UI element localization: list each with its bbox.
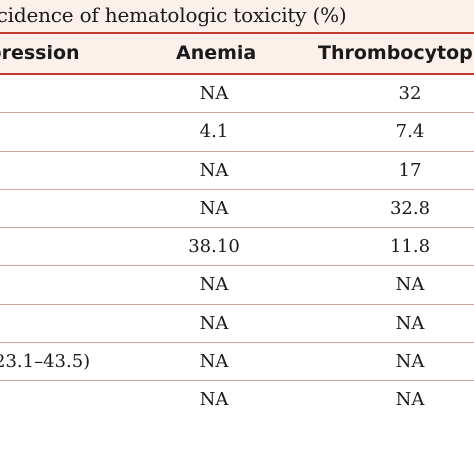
table-row: NA NA [0,305,474,344]
cell-anemia: NA [199,274,229,296]
header-suppression: pression [0,42,80,64]
table-header-row: pression Anemia Thrombocytop [0,34,474,75]
table-row: 23.1–43.5) NA NA [0,343,474,382]
header-anemia: Anemia [176,42,257,64]
cell-thrombocytopenia: NA [395,389,425,411]
cell-thrombocytopenia: 11.8 [389,236,431,258]
table-title: ncidence of hematologic toxicity (%) [0,3,347,27]
cell-thrombocytopenia: NA [395,274,425,296]
cell-anemia: 38.10 [188,236,240,258]
cell-suppression: 23.1–43.5) [0,351,91,373]
cell-anemia: NA [199,312,229,334]
cell-anemia: NA [199,389,229,411]
cell-anemia: NA [199,351,229,373]
cell-anemia: NA [199,159,229,181]
table-row: NA NA [0,266,474,305]
table-row: 38.10 11.8 [0,228,474,267]
cell-thrombocytopenia: 17 [398,159,422,181]
cell-thrombocytopenia: 32.8 [389,197,431,219]
cell-anemia: NA [199,197,229,219]
cell-thrombocytopenia: 32 [398,83,422,104]
table-row: NA NA [0,381,474,418]
table-row: NA 32 [0,75,474,114]
table-row: NA 17 [0,152,474,190]
header-thrombocytopenia: Thrombocytop [318,42,473,64]
table-row: NA 32.8 [0,190,474,229]
table-body: NA 32 4.1 7.4 NA 17 NA 32.8 38.10 11.8 N… [0,75,474,419]
table-row: 4.1 7.4 [0,113,474,152]
cell-thrombocytopenia: NA [395,312,425,334]
cell-anemia: 4.1 [199,121,229,143]
cell-thrombocytopenia: 7.4 [395,121,425,143]
cell-thrombocytopenia: NA [395,351,425,373]
table-title-bar: ncidence of hematologic toxicity (%) [0,0,474,34]
cell-anemia: NA [199,83,229,104]
